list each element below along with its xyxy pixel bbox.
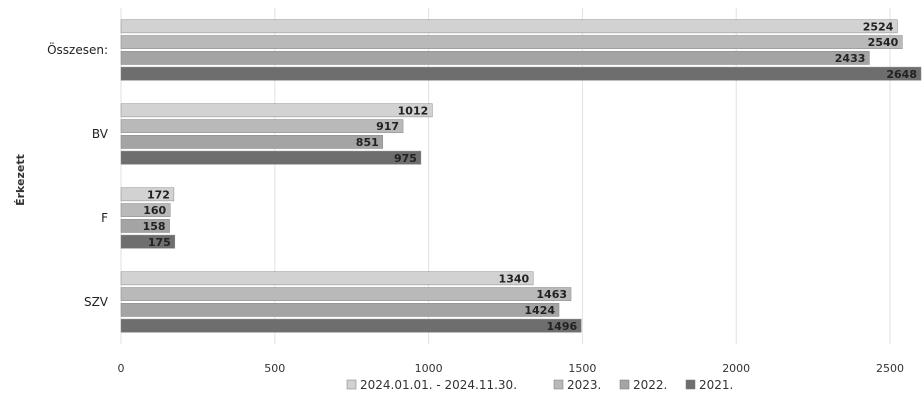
bar <box>120 35 903 49</box>
bar <box>120 66 922 81</box>
data-label: 1463 <box>536 288 567 301</box>
data-label: 917 <box>376 120 399 133</box>
bar <box>120 287 572 301</box>
x-tick-label: 500 <box>264 362 285 375</box>
legend-swatch <box>619 379 630 390</box>
data-label: 851 <box>356 136 379 149</box>
category-label: F <box>101 211 108 225</box>
bar <box>120 234 176 249</box>
bar <box>120 318 582 333</box>
x-tick-labels: 0 500 1000 1500 2000 2500 <box>118 362 905 375</box>
data-label: 1424 <box>524 304 555 317</box>
category-label: BV <box>92 127 109 141</box>
data-label: 175 <box>148 236 171 249</box>
category-labels: Összesen: BV F SZV <box>47 41 109 309</box>
legend-label: 2024.01.01. - 2024.11.30. <box>360 378 517 392</box>
bar <box>120 150 422 165</box>
bar <box>120 219 170 233</box>
bar <box>120 119 404 133</box>
bars <box>120 19 922 333</box>
bar <box>120 203 171 217</box>
data-label: 160 <box>143 204 166 217</box>
legend-label: 2023. <box>567 378 601 392</box>
legend-label: 2022. <box>633 378 667 392</box>
data-label: 1496 <box>547 320 578 333</box>
x-tick-label: 1000 <box>415 362 443 375</box>
data-label: 2540 <box>868 36 899 49</box>
bar <box>120 135 384 149</box>
x-tick-label: 2500 <box>876 362 904 375</box>
data-label: 2433 <box>835 52 866 65</box>
x-tick-label: 2000 <box>722 362 750 375</box>
legend-swatch <box>346 379 357 390</box>
bar <box>120 19 898 34</box>
data-label: 1012 <box>398 104 429 117</box>
legend-swatch <box>685 379 696 390</box>
bar <box>120 103 433 118</box>
bar <box>120 303 560 317</box>
category-label: SZV <box>84 295 109 309</box>
x-tick-label: 0 <box>118 362 125 375</box>
data-label: 975 <box>394 152 417 165</box>
legend-label: 2021. <box>699 378 733 392</box>
data-label: 172 <box>147 188 170 201</box>
bar <box>120 271 534 286</box>
x-tick-label: 1500 <box>568 362 596 375</box>
bar <box>120 187 175 202</box>
legend: 2024.01.01. - 2024.11.30. 2023. 2022. 2021. <box>346 378 733 392</box>
data-label: 2524 <box>863 20 894 33</box>
data-label: 1340 <box>499 272 530 285</box>
category-label: Összesen: <box>47 41 108 57</box>
y-axis-title: Érkezett <box>14 154 27 206</box>
data-label: 158 <box>143 220 166 233</box>
bar <box>120 51 870 65</box>
legend-swatch <box>553 379 564 390</box>
data-label: 2648 <box>886 68 917 81</box>
